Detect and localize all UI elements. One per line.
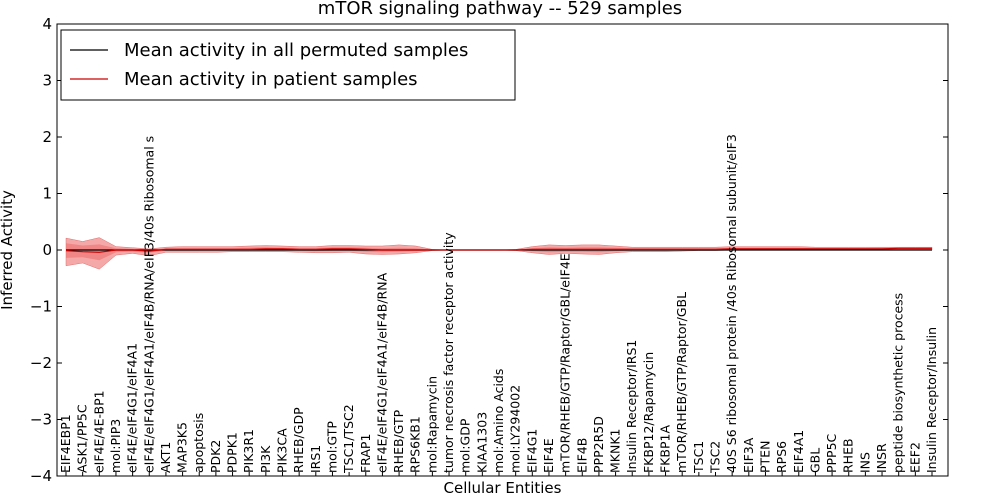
category-label: peptide biosynthetic process	[891, 293, 906, 473]
category-label: mol:Rapamycin	[424, 376, 439, 473]
category-label: eIF4E/eIF4G1/eIF4A1/eIF4B/RNA/eIF3/40s R…	[141, 136, 156, 473]
category-label: FRAP1	[358, 434, 373, 473]
category-label: mol:PIP3	[108, 419, 123, 473]
category-label: PTEN	[757, 441, 772, 473]
y-tick-label: −4	[30, 467, 52, 485]
y-axis-label: Inferred Activity	[0, 190, 16, 310]
category-label: eIF4E/eIF4G1/eIF4A1	[125, 343, 140, 473]
y-tick-label: −2	[30, 354, 52, 372]
category-label: MKNK1	[608, 429, 623, 473]
x-axis-label: Cellular Entities	[444, 479, 562, 497]
y-tick-label: 3	[42, 72, 52, 90]
category-label: PIK3CA	[275, 428, 290, 473]
category-label: PI3K	[258, 445, 273, 473]
category-label: EIF4G1	[524, 429, 539, 473]
category-label: KIAA1303	[474, 412, 489, 473]
activity-bands	[65, 237, 933, 270]
category-label: TSC2	[708, 441, 723, 474]
category-label: ASK1/PP5C	[75, 404, 90, 473]
category-label: FKBP12/Rapamycin	[641, 352, 656, 473]
category-label: RHEB	[841, 438, 856, 473]
category-label: RPS6KB1	[408, 416, 423, 473]
patient-mean-line	[65, 247, 932, 253]
category-label: RPS6	[774, 441, 789, 473]
patient-outer-band	[65, 237, 933, 270]
y-axis: −4 −3 −2 −1 0 1 2 3 4	[30, 15, 948, 485]
category-label: EEF2	[907, 442, 922, 473]
chart-title: mTOR signaling pathway -- 529 samples	[318, 0, 682, 19]
category-label: INS	[857, 452, 872, 473]
category-label: eIF4E/4E-BP1	[91, 390, 106, 473]
category-label: INSR	[874, 443, 889, 473]
y-tick-label: 0	[42, 241, 52, 259]
category-label: apoptosis	[191, 413, 206, 473]
y-tick-label: 1	[42, 185, 52, 203]
category-label: IRS1	[308, 445, 323, 473]
category-label: EIF4A1	[791, 430, 806, 473]
legend: Mean activity in all permuted samples Mea…	[60, 29, 516, 101]
legend-label: Mean activity in patient samples	[124, 69, 418, 90]
category-label: mTOR/RHEB/GTP/Raptor/GBL/eIF4E	[558, 253, 573, 473]
category-label: mTOR/RHEB/GTP/Raptor/GBL	[674, 292, 689, 473]
category-label: 40S S6 ribosomal protein /40s Ribosomal …	[724, 134, 739, 473]
category-label: GBL	[807, 448, 822, 473]
category-label: EIF3A	[741, 437, 756, 473]
category-label: PDPK1	[225, 432, 240, 473]
y-tick-label: 2	[42, 128, 52, 146]
legend-label: Mean activity in all permuted samples	[124, 40, 468, 61]
category-label: tumor necrosis factor receptor activity	[441, 232, 456, 473]
y-tick-label: −3	[30, 411, 52, 429]
category-label: mol:GDP	[458, 418, 473, 473]
legend-box	[60, 29, 516, 101]
category-label: RHEB/GTP	[391, 409, 406, 473]
category-label: PDK2	[208, 440, 223, 473]
category-label: AKT1	[158, 442, 173, 473]
category-label: RHEB/GDP	[291, 407, 306, 473]
category-label: EIF4B	[574, 438, 589, 473]
category-label: MAP3K5	[175, 422, 190, 473]
category-label: EIF4EBP1	[58, 414, 73, 473]
category-label: Insulin Receptor/IRS1	[624, 340, 639, 473]
category-label: eIF4E/eIF4G1/eIF4A1/eIF4B/RNA	[374, 272, 389, 473]
category-label: PIK3R1	[241, 429, 256, 473]
category-label: PPP5C	[824, 433, 839, 473]
category-labels: EIF4EBP1 ASK1/PP5C eIF4E/4E-BP1 mol:PIP3 eIF…	[58, 134, 939, 474]
category-label: TSC1	[691, 441, 706, 474]
category-label: mol:GTP	[324, 421, 339, 473]
category-label: PPP2R5D	[591, 416, 606, 473]
category-label: Insulin Receptor/Insulin	[924, 327, 939, 473]
y-tick-label: 4	[42, 15, 52, 33]
category-label: mol:Amino Acids	[491, 369, 506, 473]
category-label: mol:LY294002	[508, 385, 523, 473]
category-label: FKBP1A	[658, 425, 673, 473]
category-label: TSC1/TSC2	[341, 404, 356, 474]
category-label: EIF4E	[541, 438, 556, 473]
y-tick-label: −1	[30, 298, 52, 316]
activity-lines	[65, 247, 932, 253]
